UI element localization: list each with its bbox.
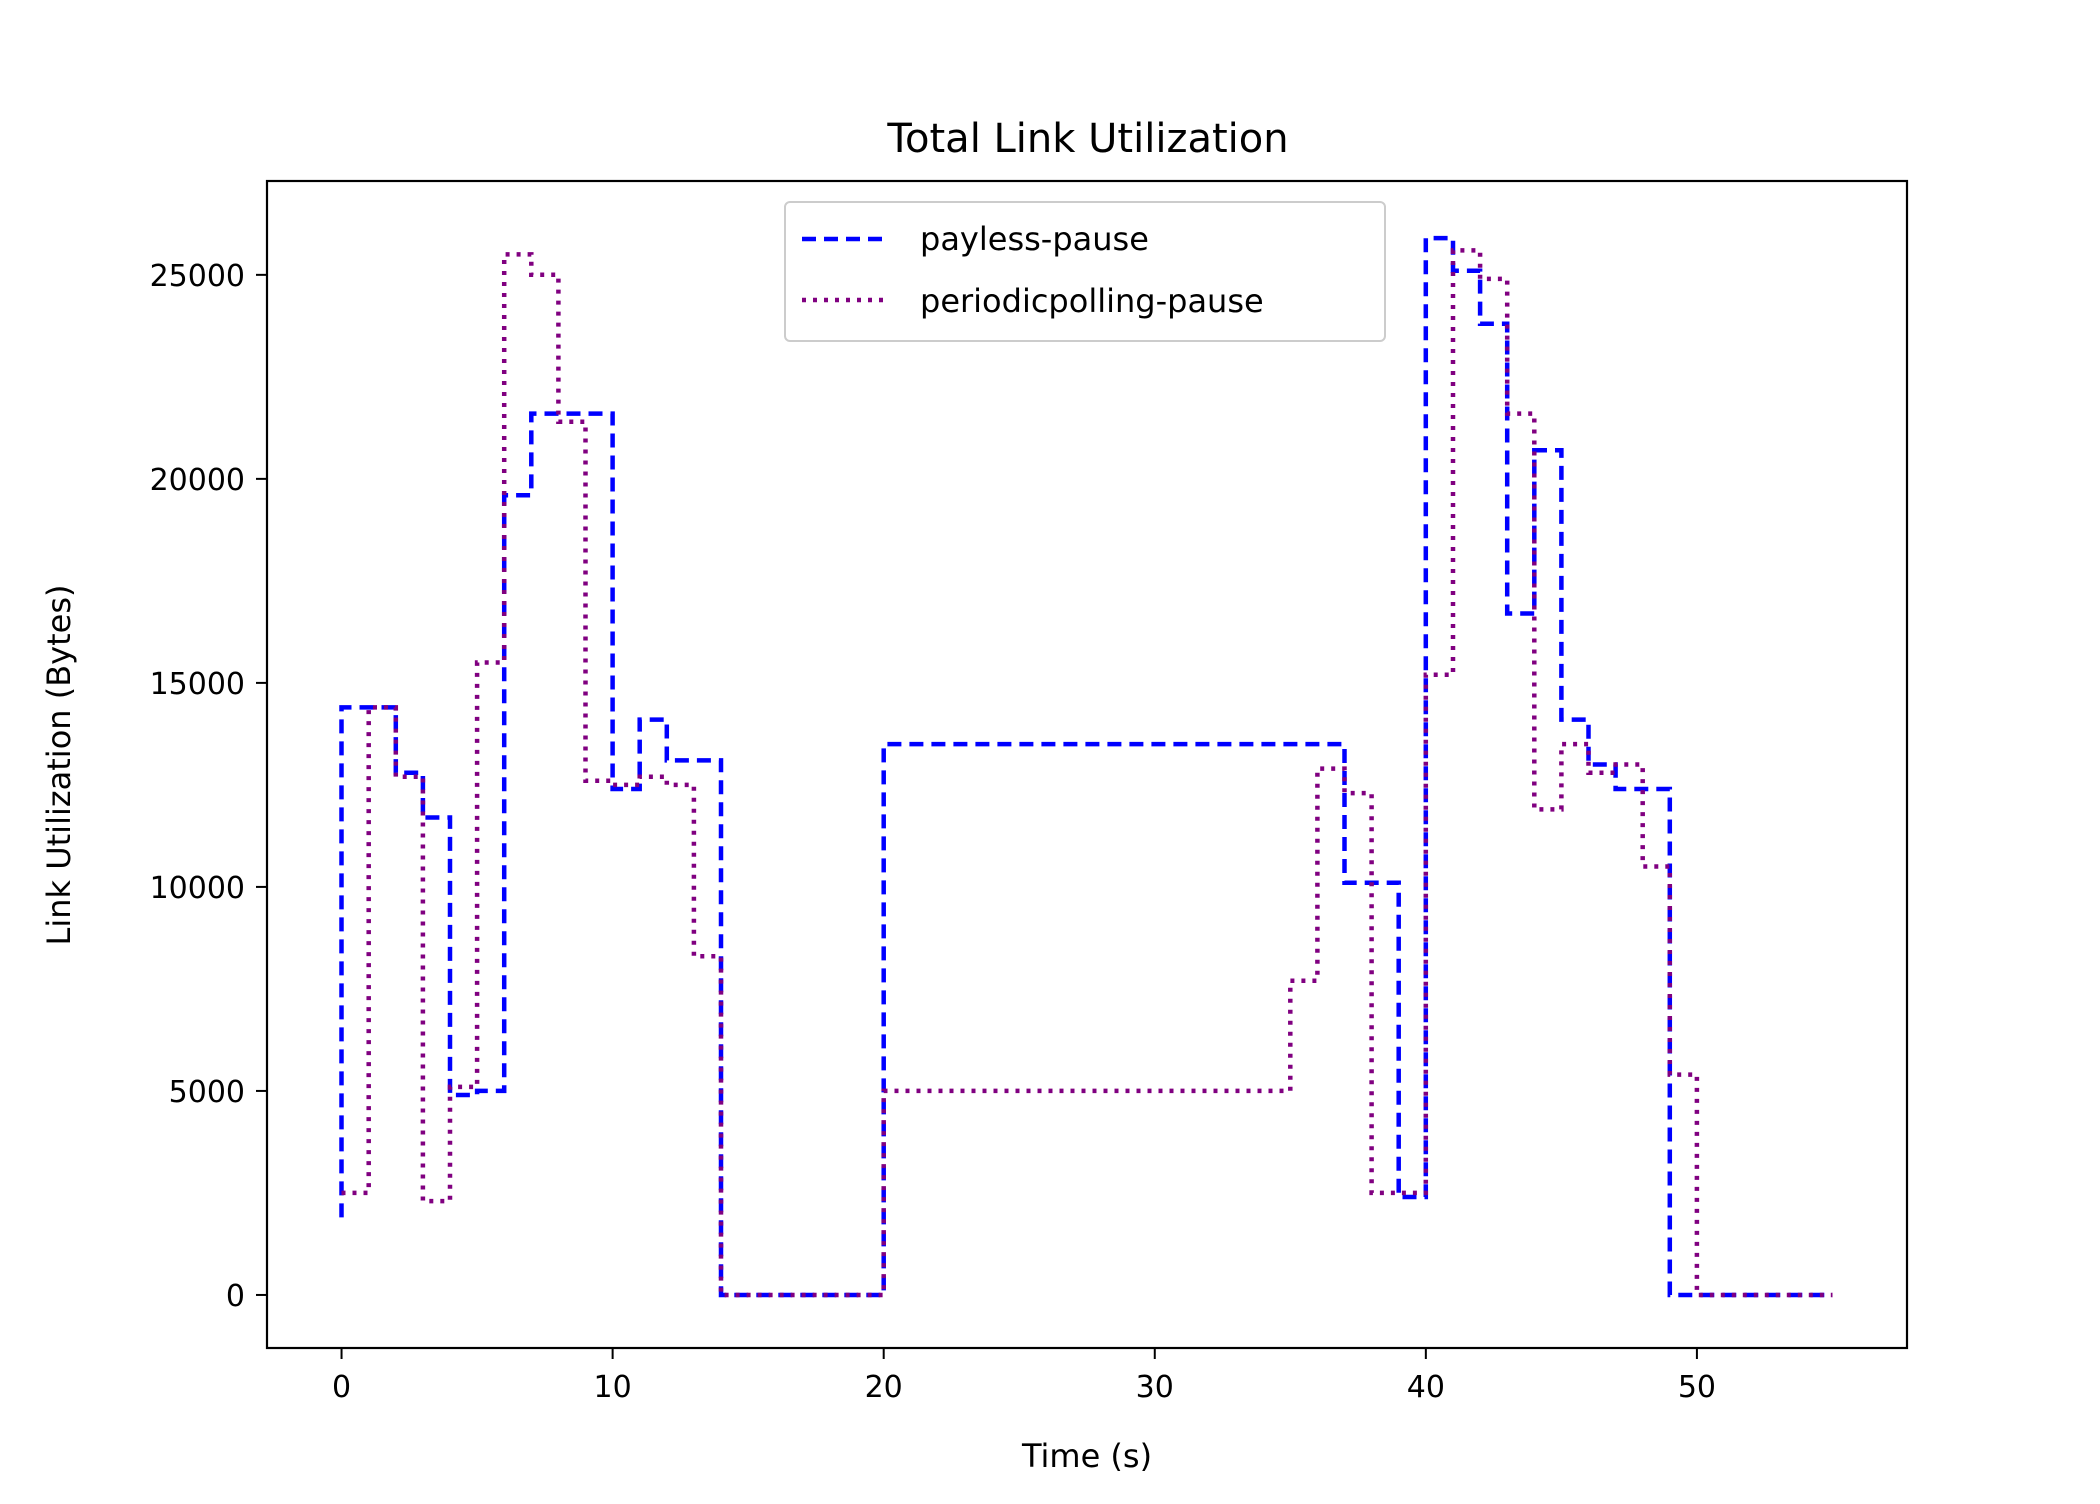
legend: payless-pause periodicpolling-pause bbox=[784, 201, 1386, 342]
x-tick-label: 10 bbox=[594, 1370, 632, 1405]
x-tick-label: 30 bbox=[1136, 1370, 1174, 1405]
series-line-payless-pause bbox=[339, 235, 1833, 1298]
x-axis: 0 10 20 30 40 50 bbox=[332, 1348, 1716, 1405]
x-tick-label: 20 bbox=[865, 1370, 903, 1405]
y-axis: 0 5000 10000 15000 20000 25000 bbox=[150, 259, 267, 1314]
legend-label-payless-pause: payless-pause bbox=[920, 220, 1149, 258]
x-axis-label: Time (s) bbox=[1021, 1437, 1152, 1475]
x-tick-label: 50 bbox=[1678, 1370, 1716, 1405]
y-tick-label: 15000 bbox=[150, 667, 245, 702]
y-axis-label: Link Utilization (Bytes) bbox=[40, 585, 78, 946]
y-tick-label: 10000 bbox=[150, 871, 245, 906]
y-tick-label: 5000 bbox=[169, 1075, 245, 1110]
y-tick-label: 25000 bbox=[150, 259, 245, 294]
legend-box bbox=[784, 201, 1386, 342]
plot-frame bbox=[265, 179, 1909, 1350]
y-tick-label: 20000 bbox=[150, 463, 245, 498]
chart-title: Total Link Utilization bbox=[886, 116, 1288, 162]
y-tick-label: 0 bbox=[226, 1279, 245, 1314]
x-tick-label: 0 bbox=[332, 1370, 351, 1405]
plot-content bbox=[339, 235, 1833, 1298]
x-tick-label: 40 bbox=[1407, 1370, 1445, 1405]
legend-label-periodicpolling-pause: periodicpolling-pause bbox=[920, 282, 1264, 320]
